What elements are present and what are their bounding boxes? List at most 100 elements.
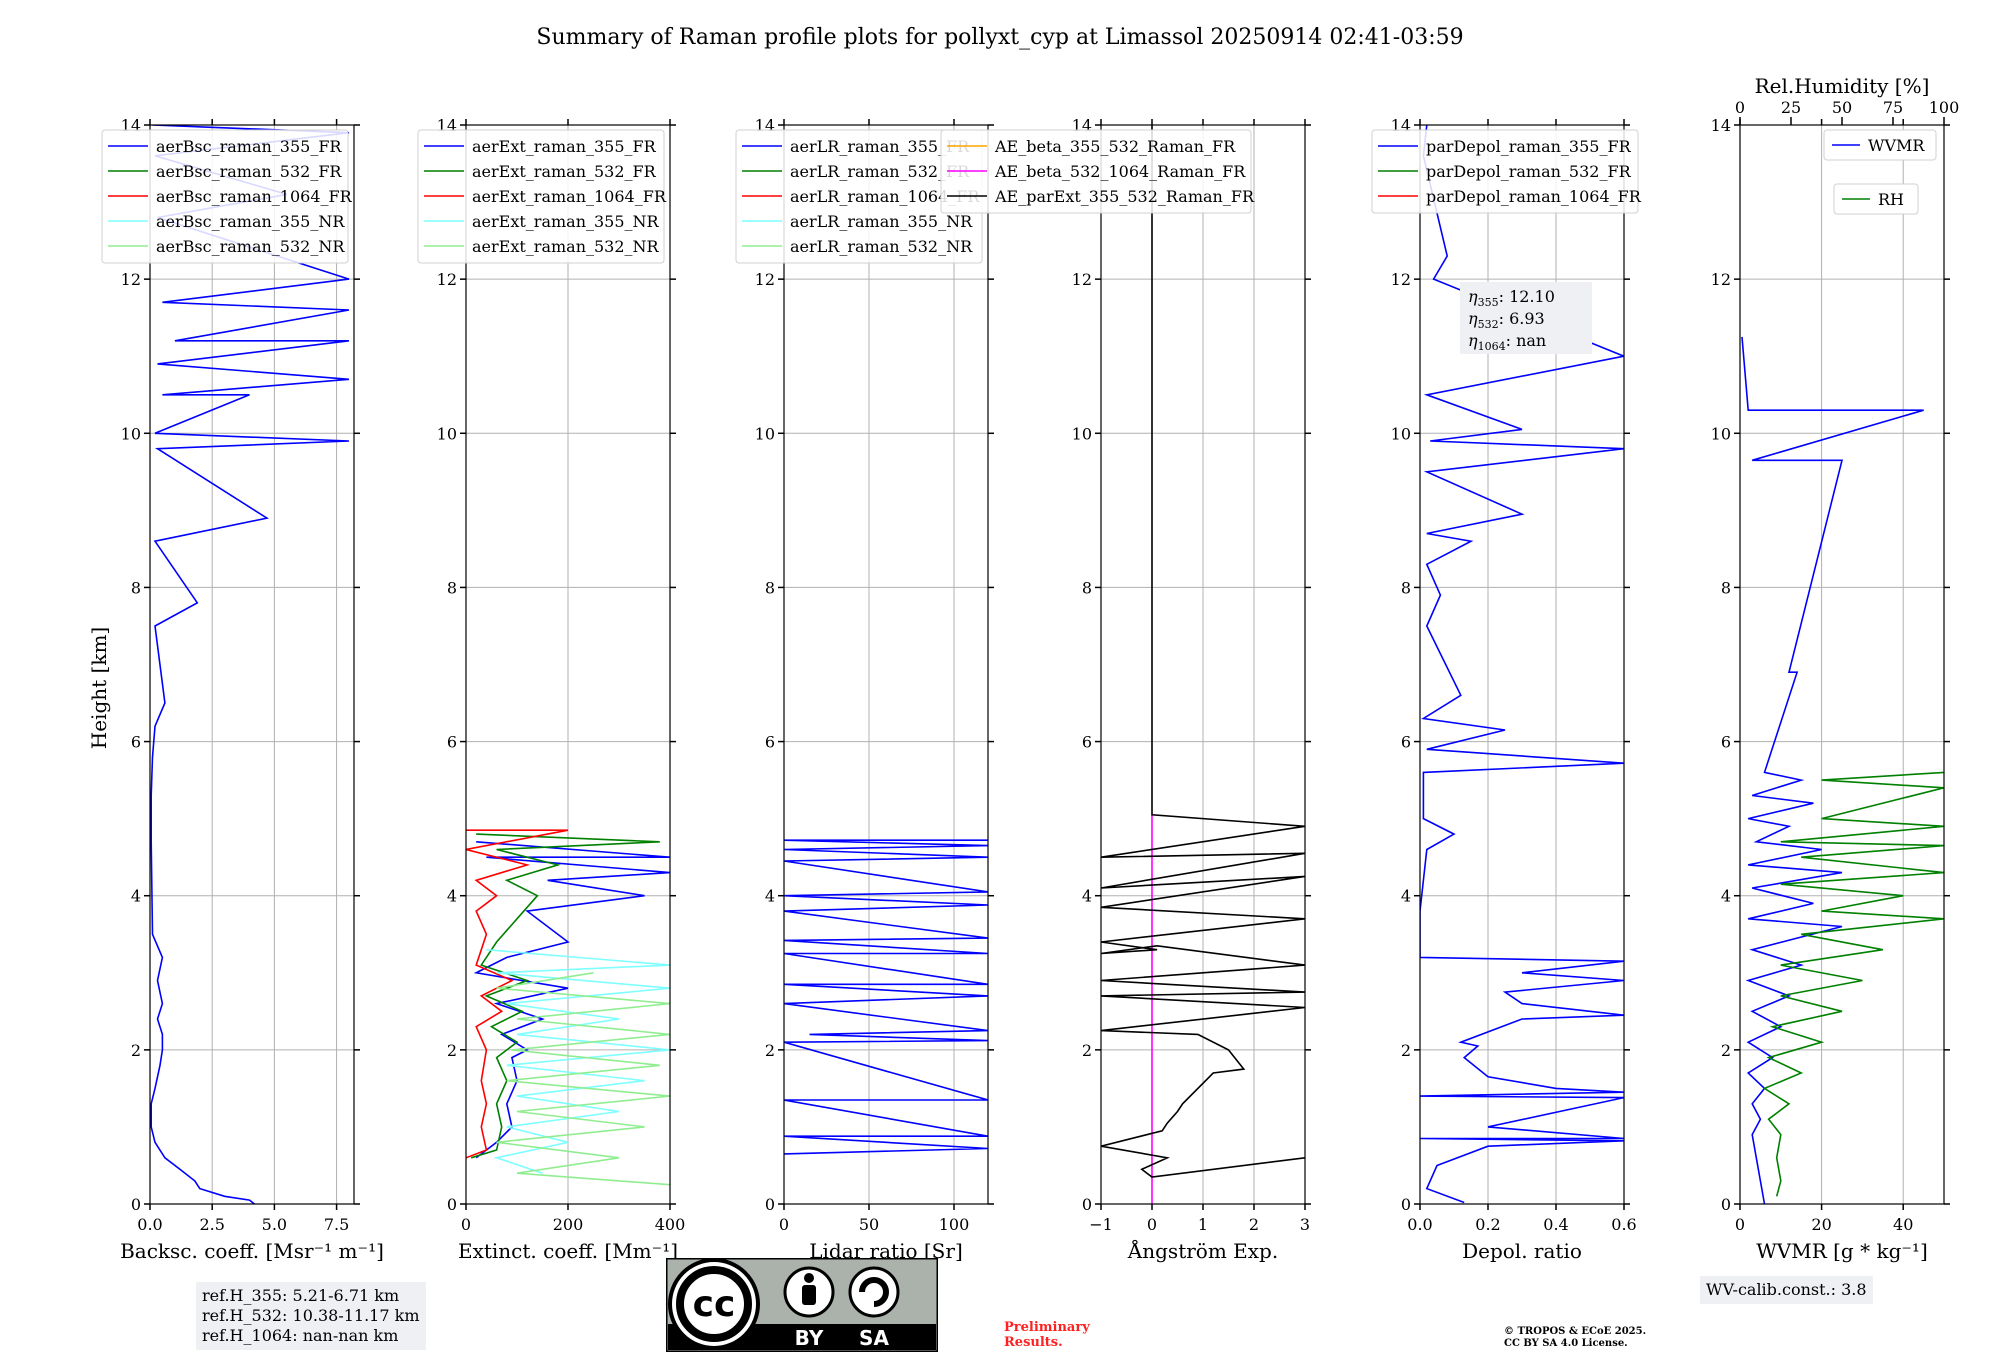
legend-box <box>1371 129 1639 214</box>
eta-subscript: 355 <box>1478 296 1499 309</box>
y-tick-label: 0 <box>1082 1195 1092 1214</box>
y-tick-label: 2 <box>131 1041 141 1060</box>
x-axis-label: Depol. ratio <box>1462 1239 1582 1263</box>
series-line-aerExt_raman_355_FR <box>473 841 670 1159</box>
legend-label: aerLR_raman_1064_FR <box>790 187 980 206</box>
wv-calib-text: WV-calib.const.: 3.8 <box>1706 1280 1867 1299</box>
y-tick-label: 4 <box>447 887 457 906</box>
top-tick-label: 25 <box>1781 98 1801 117</box>
ref-height-1064: ref.H_1064: nan-nan km <box>202 1326 399 1345</box>
plot-frame <box>149 124 355 1205</box>
cc-text: cc <box>693 1284 736 1325</box>
plot-frame <box>1419 124 1625 1205</box>
y-tick-label: 2 <box>1401 1041 1411 1060</box>
x-tick-label: 0.0 <box>1407 1215 1432 1234</box>
cc-by-text: BY <box>795 1326 824 1350</box>
x-tick-label: 0.2 <box>1475 1215 1500 1234</box>
x-tick-label: 1 <box>1198 1215 1208 1234</box>
legend-label: aerExt_raman_532_NR <box>472 237 660 256</box>
x-tick-label: 0.6 <box>1611 1215 1636 1234</box>
y-tick-label: 4 <box>1401 887 1411 906</box>
legend-box <box>417 129 665 264</box>
series-line-RH <box>1762 771 1944 1197</box>
legend-label: aerExt_raman_532_FR <box>472 162 657 181</box>
x-axis-label: Backsc. coeff. [Msr⁻¹ m⁻¹] <box>120 1239 384 1263</box>
y-tick-label: 4 <box>1082 887 1092 906</box>
ref-height-355: ref.H_355: 5.21-6.71 km <box>202 1286 400 1305</box>
legend-label: aerBsc_raman_355_FR <box>156 137 342 156</box>
y-tick-label: 10 <box>1711 424 1731 443</box>
legend-label: aerExt_raman_355_FR <box>472 137 657 156</box>
legend-label: WVMR <box>1868 136 1925 155</box>
series-line-aerExt_raman_532_NR <box>496 972 670 1186</box>
y-tick-label: 12 <box>121 270 141 289</box>
ref-height-532: ref.H_532: 10.38-11.17 km <box>202 1306 420 1325</box>
y-tick-label: 6 <box>1721 733 1731 752</box>
y-tick-label: 12 <box>755 270 775 289</box>
x-tick-label: 2 <box>1249 1215 1259 1234</box>
legend-label: AE_parExt_355_532_Raman_FR <box>994 187 1255 206</box>
y-tick-label: 0 <box>765 1195 775 1214</box>
x-axis-label: WVMR [g * kg⁻¹] <box>1756 1239 1928 1263</box>
y-tick-label: 8 <box>1082 578 1092 597</box>
legend-label: parDepol_raman_1064_FR <box>1426 187 1642 206</box>
cc-sa-text: SA <box>859 1326 889 1350</box>
y-tick-label: 2 <box>447 1041 457 1060</box>
x-tick-label: 7.5 <box>324 1215 349 1234</box>
legend-label: aerLR_raman_532_FR <box>790 162 970 181</box>
y-tick-label: 6 <box>1401 733 1411 752</box>
legend-label: aerBsc_raman_355_NR <box>156 212 345 231</box>
preliminary-note: Preliminary Results. <box>1004 1320 1090 1350</box>
eta-label: η355: 12.10 <box>1468 287 1555 309</box>
eta-label: η1064: nan <box>1468 331 1546 353</box>
y-tick-label: 10 <box>121 424 141 443</box>
x-tick-label: 400 <box>655 1215 686 1234</box>
cc-by-sa-logo: cc BY SA <box>666 1258 938 1352</box>
y-tick-label: 4 <box>765 887 775 906</box>
x-tick-label: 50 <box>859 1215 879 1234</box>
eta-subscript: 532 <box>1478 318 1499 331</box>
legend-label: aerLR_raman_355_NR <box>790 212 973 231</box>
eta-value: 6.93 <box>1509 309 1545 328</box>
x-tick-label: 40 <box>1893 1215 1913 1234</box>
y-tick-label: 8 <box>1401 578 1411 597</box>
y-tick-label: 2 <box>1082 1041 1092 1060</box>
legend-label: aerBsc_raman_1064_FR <box>156 187 353 206</box>
y-tick-label: 10 <box>1072 424 1092 443</box>
eta-label: η532: 6.93 <box>1468 309 1545 331</box>
x-tick-label: 2.5 <box>199 1215 224 1234</box>
x-tick-label: 0.0 <box>137 1215 162 1234</box>
legend-box <box>1833 183 1919 215</box>
y-tick-label: 0 <box>1401 1195 1411 1214</box>
top-tick-label: 100 <box>1929 98 1960 117</box>
panel-water_vapor: 0 20 40 0 2 4 6 8 10 12 14 WVMR [g * kg⁻¹] 0 25 50 75 10… <box>1711 74 1960 1263</box>
eta-subscript: 1064 <box>1478 340 1506 353</box>
eta-value: nan <box>1516 331 1546 350</box>
series-line-AE_parExt_355_532_Raman_FR <box>1101 125 1305 1178</box>
x-axis-label: Extinct. coeff. [Mm⁻¹] <box>458 1239 678 1263</box>
y-tick-label: 6 <box>765 733 775 752</box>
y-tick-label: 12 <box>437 270 457 289</box>
x-tick-label: 0 <box>779 1215 789 1234</box>
copyright-note: © TROPOS & ECoE 2025. CC BY SA 4.0 Licen… <box>1504 1326 1646 1350</box>
y-tick-label: 14 <box>1711 116 1731 135</box>
y-axis-label: Height [km] <box>87 627 111 749</box>
legend-label: aerExt_raman_355_NR <box>472 212 660 231</box>
x-tick-label: 3 <box>1300 1215 1310 1234</box>
y-tick-label: 8 <box>1721 578 1731 597</box>
legend-label: aerLR_raman_532_NR <box>790 237 973 256</box>
y-tick-label: 10 <box>1391 424 1411 443</box>
series-line-WVMR <box>1741 336 1924 1204</box>
y-tick-label: 10 <box>755 424 775 443</box>
x-tick-label: 0 <box>461 1215 471 1234</box>
series-line-parDepol_raman_355_FR <box>1420 125 1624 1204</box>
y-tick-label: 0 <box>131 1195 141 1214</box>
copyright-line-2: CC BY SA 4.0 License. <box>1504 1338 1628 1349</box>
y-tick-label: 10 <box>437 424 457 443</box>
y-tick-label: 0 <box>447 1195 457 1214</box>
y-tick-label: 2 <box>765 1041 775 1060</box>
